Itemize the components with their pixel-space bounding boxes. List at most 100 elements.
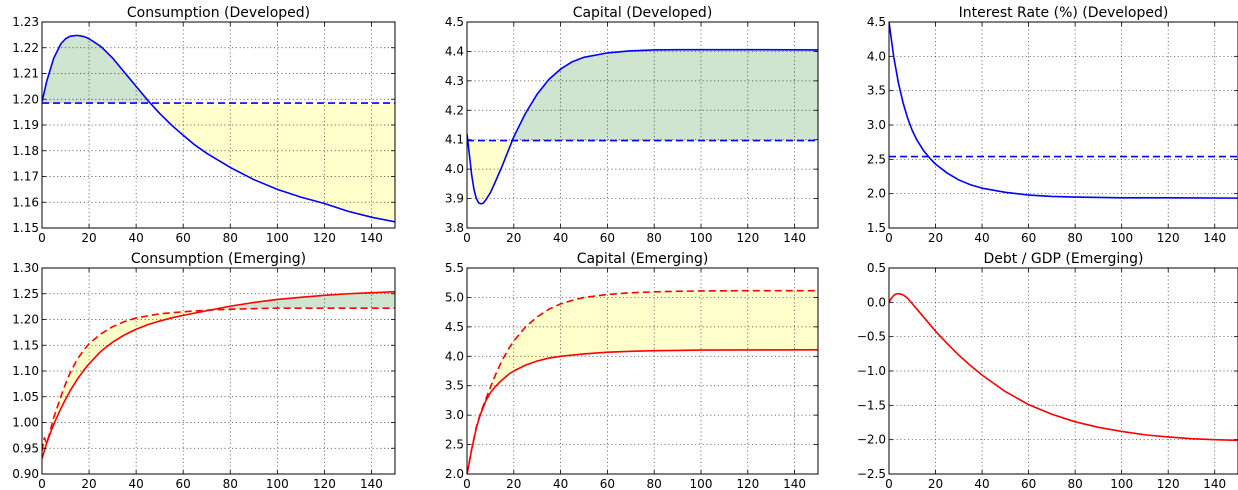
dashed-series-line-1	[42, 307, 395, 451]
y-tick-label-3: 4.1	[445, 133, 464, 147]
fill-above-0	[42, 35, 152, 105]
x-tick-label-5: 100	[1110, 477, 1133, 490]
y-tick-label-4: 4.2	[445, 103, 464, 117]
dashed-series-line-1	[467, 289, 818, 474]
y-tick-label-1: 3.9	[445, 192, 464, 206]
x-tick-label-7: 140	[360, 231, 383, 245]
y-tick-label-0: 3.8	[445, 221, 464, 235]
y-tick-label-5: 4.5	[445, 320, 464, 334]
y-tick-label-6: 4.5	[867, 15, 886, 29]
x-tick-label-5: 100	[690, 231, 713, 245]
chart-title: Debt / GDP (Emerging)	[984, 251, 1144, 267]
y-tick-label-7: 1.25	[12, 287, 39, 301]
y-tick-label-0: 2.0	[445, 467, 464, 481]
chart-title: Capital (Emerging)	[577, 251, 709, 267]
y-tick-label-4: 3.5	[867, 84, 886, 98]
y-tick-label-1: 2.5	[445, 438, 464, 452]
x-tick-label-3: 60	[600, 477, 615, 490]
chart-title: Capital (Developed)	[573, 5, 713, 21]
y-tick-label-3: 1.05	[12, 390, 39, 404]
x-tick-label-0: 0	[38, 477, 46, 490]
x-tick-label-4: 80	[1067, 477, 1082, 490]
y-tick-label-8: 1.23	[12, 15, 39, 29]
x-tick-label-7: 140	[783, 477, 806, 490]
solid-series-line-0	[467, 48, 818, 205]
chart-title: Consumption (Emerging)	[131, 251, 306, 267]
x-tick-label-7: 140	[783, 231, 806, 245]
x-tick-label-2: 40	[974, 231, 989, 245]
x-tick-label-1: 20	[506, 231, 521, 245]
plot-area	[889, 22, 1238, 228]
y-tick-label-5: 1.15	[12, 338, 39, 352]
y-tick-label-0: 1.5	[867, 221, 886, 235]
x-tick-label-4: 80	[223, 477, 238, 490]
fill-above-2	[512, 49, 818, 141]
solid-series-line-0	[889, 292, 1238, 442]
y-tick-label-0: 0.90	[12, 467, 39, 481]
y-tick-label-2: 1.00	[12, 416, 39, 430]
y-tick-label-4: 4.0	[445, 349, 464, 363]
y-tick-label-1: 1.16	[12, 195, 39, 209]
x-tick-label-7: 140	[1203, 477, 1226, 490]
solid-series-line-0	[467, 349, 818, 474]
y-tick-label-5: 1.20	[12, 92, 39, 106]
y-tick-label-3: 1.18	[12, 144, 39, 158]
plot-area	[42, 268, 395, 474]
x-tick-label-4: 80	[223, 231, 238, 245]
y-tick-label-2: −1.5	[857, 398, 886, 412]
chart-title: Consumption (Developed)	[127, 5, 310, 21]
y-tick-label-2: 3.0	[445, 408, 464, 422]
x-tick-label-6: 120	[313, 231, 336, 245]
panel-consumption-developed: 0 20 40 60 80 100 120 140 1.15 1.16 1.17 1.18 1.19 1.…	[12, 5, 396, 245]
x-tick-label-5: 100	[1110, 231, 1133, 245]
plot-area	[467, 268, 818, 474]
fill-below-1	[151, 103, 395, 222]
fill-above-3	[210, 291, 395, 311]
x-tick-label-3: 60	[176, 477, 191, 490]
x-tick-label-0: 0	[463, 231, 471, 245]
x-tick-label-6: 120	[1157, 477, 1180, 490]
panel-capital-emerging: 0 20 40 60 80 100 120 140 2.0 2.5 3.0 3.5 4.0 4.5 5.0 5…	[445, 251, 819, 490]
x-tick-label-0: 0	[38, 231, 46, 245]
solid-series-line-0	[42, 290, 395, 459]
x-tick-label-3: 60	[176, 231, 191, 245]
y-tick-label-6: 5.0	[445, 290, 464, 304]
y-tick-label-8: 1.30	[12, 261, 39, 275]
panel-capital-developed: 0 20 40 60 80 100 120 140 3.8 3.9 4.0 4.1 4.2 4.3 4.4 4…	[445, 5, 819, 245]
y-tick-label-5: 4.3	[445, 74, 464, 88]
solid-series-line-0	[889, 22, 1238, 199]
y-tick-label-3: −1.0	[857, 364, 886, 378]
x-tick-label-2: 40	[553, 231, 568, 245]
y-tick-label-7: 5.5	[445, 261, 464, 275]
fill-below-3	[472, 290, 818, 444]
x-tick-label-6: 120	[313, 477, 336, 490]
axis-frame	[466, 21, 819, 229]
fill-below-1	[468, 139, 513, 204]
x-tick-label-2: 40	[974, 477, 989, 490]
fill-below-2	[47, 310, 211, 440]
y-tick-label-0: −2.5	[857, 467, 886, 481]
panel-interest-rate-developed: 0 20 40 60 80 100 120 140 1.5 2.0 2.5 3.0 3.5 4.0 4.5 I…	[867, 5, 1238, 245]
y-tick-label-7: 1.22	[12, 41, 39, 55]
x-tick-label-1: 20	[506, 477, 521, 490]
x-tick-label-1: 20	[81, 477, 96, 490]
chart-title: Interest Rate (%) (Developed)	[959, 5, 1169, 21]
y-tick-label-2: 2.5	[867, 152, 886, 166]
x-tick-label-6: 120	[1157, 231, 1180, 245]
x-tick-label-7: 140	[1203, 231, 1226, 245]
y-tick-label-6: 4.4	[445, 44, 464, 58]
y-tick-label-0: 1.15	[12, 221, 39, 235]
panel-debt-gdp-emerging: 0 20 40 60 80 100 120 140 −2.5 −2.0 −1.5 −1.0 −0.5 0.…	[857, 251, 1238, 490]
y-tick-label-4: 1.19	[12, 118, 39, 132]
plot-area	[889, 268, 1238, 474]
x-tick-label-4: 80	[1067, 231, 1082, 245]
x-tick-label-3: 60	[1021, 477, 1036, 490]
x-tick-label-5: 100	[266, 477, 289, 490]
x-tick-label-3: 60	[1021, 231, 1036, 245]
plot-area	[42, 22, 395, 228]
x-tick-label-5: 100	[690, 477, 713, 490]
x-tick-label-6: 120	[736, 477, 759, 490]
y-tick-label-3: 3.0	[867, 118, 886, 132]
y-tick-label-6: 1.21	[12, 67, 39, 81]
